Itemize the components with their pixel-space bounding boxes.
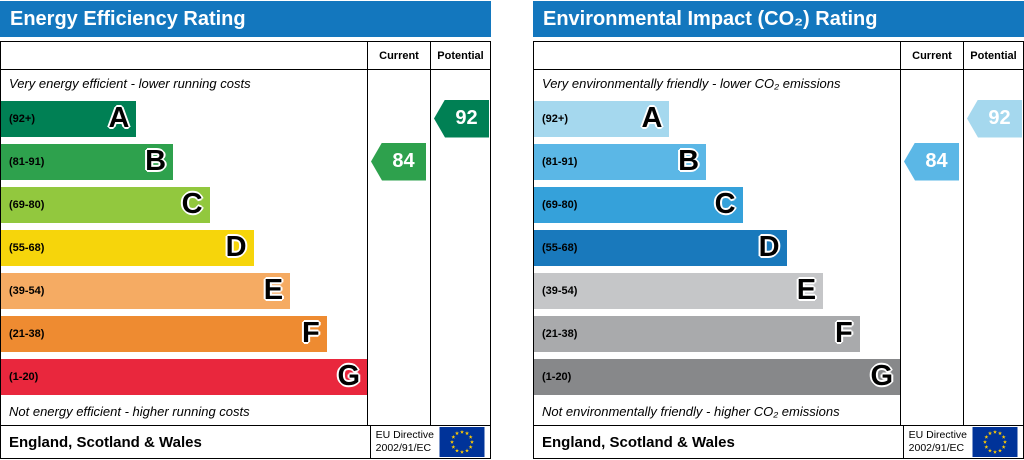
band-range-g: (1-20): [542, 370, 572, 383]
environment-current-rating-arrow: 84: [904, 142, 959, 181]
band-range-a: (92+): [542, 112, 568, 125]
band-row-f: (21-38) F: [534, 312, 900, 355]
band-letter-b: B: [145, 145, 167, 177]
energy-region-label: England, Scotland & Wales: [9, 433, 202, 451]
environment-eu-directive-text: EU Directive 2002/91/EC: [909, 429, 967, 455]
energy-potential-column: Potential 92: [431, 42, 490, 425]
environment-chart-title: Environmental Impact (CO₂) Rating: [543, 7, 878, 30]
band-bar-f: (21-38) F: [534, 315, 860, 352]
band-letter-g: G: [870, 360, 893, 392]
energy-bands-column: Very energy efficient - lower running co…: [1, 42, 368, 425]
environment-rating-table: Very environmentally friendly - lower CO…: [533, 41, 1024, 426]
band-row-d: (55-68) D: [534, 226, 900, 269]
environmental-impact-chart: Environmental Impact (CO₂) Rating Very e…: [533, 1, 1024, 459]
energy-chart-title-bar: Energy Efficiency Rating: [0, 1, 491, 37]
environment-chart-footer: England, Scotland & Wales EU Directive 2…: [533, 426, 1024, 459]
energy-potential-rating-arrow: 92: [434, 99, 489, 138]
band-range-a: (92+): [9, 112, 35, 125]
energy-eu-directive-line2: 2002/91/EC: [375, 442, 432, 454]
energy-rating-table: Very energy efficient - lower running co…: [0, 41, 491, 426]
environment-chart-title-bar: Environmental Impact (CO₂) Rating: [533, 1, 1024, 37]
band-range-b: (81-91): [9, 155, 45, 168]
band-range-c: (69-80): [542, 198, 578, 211]
environment-current-column: Current 84: [901, 42, 964, 425]
band-row-g: (1-20) G: [1, 355, 367, 398]
band-range-d: (55-68): [9, 241, 45, 254]
band-range-d: (55-68): [542, 241, 578, 254]
energy-chart-title: Energy Efficiency Rating: [10, 7, 246, 30]
band-letter-e: E: [263, 274, 284, 306]
energy-current-rating-arrow: 84: [371, 142, 426, 181]
band-range-f: (21-38): [9, 327, 45, 340]
energy-eu-directive-line1: EU Directive: [375, 428, 434, 441]
energy-bottom-caption: Not energy efficient - higher running co…: [9, 404, 250, 419]
band-row-f: (21-38) F: [1, 312, 367, 355]
band-letter-c: C: [714, 188, 736, 220]
band-letter-c: C: [181, 188, 203, 220]
band-bar-d: (55-68) D: [534, 229, 787, 266]
band-letter-b: B: [678, 145, 700, 177]
band-letter-f: F: [302, 317, 320, 349]
energy-chart-footer: England, Scotland & Wales EU Directive 2…: [0, 426, 491, 459]
energy-column-header-spacer: [1, 42, 367, 70]
energy-eu-directive-text: EU Directive 2002/91/EC: [376, 429, 434, 455]
band-row-b: (81-91) B: [1, 140, 367, 183]
environment-bottom-caption: Not environmentally friendly - higher CO…: [542, 404, 840, 419]
band-row-a: (92+) A: [1, 97, 367, 140]
band-letter-e: E: [796, 274, 817, 306]
environment-potential-column-header: Potential: [964, 42, 1023, 70]
band-bar-e: (39-54) E: [1, 272, 291, 309]
band-letter-f: F: [835, 317, 853, 349]
energy-current-column-header: Current: [368, 42, 430, 70]
band-row-c: (69-80) C: [1, 183, 367, 226]
band-bar-d: (55-68) D: [1, 229, 254, 266]
band-bar-a: (92+) A: [534, 100, 670, 137]
band-letter-a: A: [641, 102, 663, 134]
environment-top-caption: Very environmentally friendly - lower CO…: [542, 76, 841, 91]
band-bar-a: (92+) A: [1, 100, 137, 137]
band-row-a: (92+) A: [534, 97, 900, 140]
environment-region-label: England, Scotland & Wales: [542, 433, 735, 451]
environment-column-header-spacer: [534, 42, 900, 70]
band-row-c: (69-80) C: [534, 183, 900, 226]
band-range-g: (1-20): [9, 370, 39, 383]
eu-flag-icon: [439, 427, 485, 457]
environment-bands-column: Very environmentally friendly - lower CO…: [534, 42, 901, 425]
band-range-c: (69-80): [9, 198, 45, 211]
band-row-b: (81-91) B: [534, 140, 900, 183]
band-letter-a: A: [108, 102, 130, 134]
environment-eu-directive-line1: EU Directive: [908, 428, 967, 441]
band-row-d: (55-68) D: [1, 226, 367, 269]
band-row-e: (39-54) E: [534, 269, 900, 312]
band-range-e: (39-54): [9, 284, 45, 297]
energy-potential-column-header: Potential: [431, 42, 490, 70]
band-bar-b: (81-91) B: [534, 143, 707, 180]
band-range-e: (39-54): [542, 284, 578, 297]
eu-flag-icon: [972, 427, 1018, 457]
band-bar-f: (21-38) F: [1, 315, 327, 352]
band-letter-d: D: [758, 231, 780, 263]
band-range-b: (81-91): [542, 155, 578, 168]
band-row-e: (39-54) E: [1, 269, 367, 312]
band-bar-e: (39-54) E: [534, 272, 824, 309]
energy-top-caption: Very energy efficient - lower running co…: [9, 76, 251, 91]
band-row-g: (1-20) G: [534, 355, 900, 398]
band-bar-c: (69-80) C: [1, 186, 210, 223]
energy-efficiency-chart: Energy Efficiency Rating Very energy eff…: [0, 1, 491, 459]
band-bar-b: (81-91) B: [1, 143, 174, 180]
environment-eu-directive-box: EU Directive 2002/91/EC: [902, 426, 1023, 458]
energy-current-column: Current 84: [368, 42, 431, 425]
band-letter-g: G: [337, 360, 360, 392]
band-bar-c: (69-80) C: [534, 186, 743, 223]
band-bar-g: (1-20) G: [1, 358, 367, 395]
environment-eu-directive-line2: 2002/91/EC: [908, 442, 965, 454]
band-bar-g: (1-20) G: [534, 358, 900, 395]
band-letter-d: D: [225, 231, 247, 263]
environment-potential-rating-arrow: 92: [967, 99, 1022, 138]
environment-potential-column: Potential 92: [964, 42, 1023, 425]
environment-current-column-header: Current: [901, 42, 963, 70]
energy-eu-directive-box: EU Directive 2002/91/EC: [369, 426, 490, 458]
band-range-f: (21-38): [542, 327, 578, 340]
